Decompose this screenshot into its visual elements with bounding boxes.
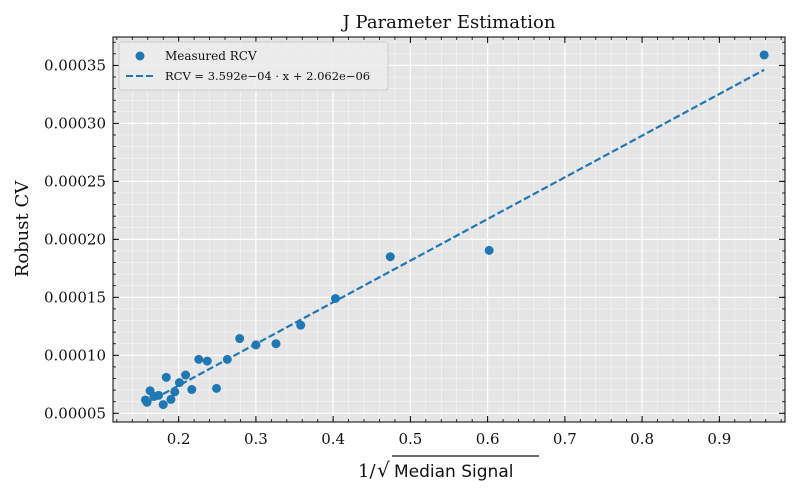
sqrt-symbol: √	[377, 458, 390, 482]
y-tick-label: 0.00030	[44, 114, 106, 132]
data-point	[222, 354, 232, 364]
data-point	[166, 394, 176, 404]
y-axis-label: Robust CV	[12, 180, 33, 277]
legend-label-points: Measured RCV	[165, 49, 257, 63]
data-point	[759, 50, 769, 60]
data-point	[170, 387, 180, 397]
data-point	[330, 293, 340, 303]
data-point	[251, 340, 261, 350]
x-axis-label-prefix: 1/	[358, 461, 376, 482]
plot-background	[113, 37, 785, 422]
data-point	[194, 354, 204, 364]
x-tick-label: 0.6	[476, 430, 500, 448]
data-point	[158, 400, 168, 410]
x-tick-label: 0.9	[707, 430, 731, 448]
points-layer	[140, 50, 769, 410]
chart-title: J Parameter Estimation	[341, 12, 556, 33]
y-tick-label: 0.00035	[44, 56, 106, 74]
legend-label-fit: RCV = 3.592e−04 · x + 2.062e−06	[165, 69, 370, 83]
data-point	[296, 320, 306, 330]
plot-area	[112, 36, 786, 423]
data-point	[385, 252, 395, 262]
data-point	[271, 339, 281, 349]
x-tick-label: 0.5	[398, 430, 422, 448]
x-axis-label-radicand: Median Signal	[394, 462, 513, 482]
legend-marker-points	[135, 51, 145, 61]
x-tick-labels: 0.2 0.3 0.4 0.5 0.6 0.7 0.8 0.9	[167, 430, 732, 448]
data-point	[154, 390, 164, 400]
x-tick-label: 0.8	[630, 430, 654, 448]
x-tick-label: 0.4	[321, 430, 345, 448]
data-point	[142, 397, 152, 407]
data-point	[212, 383, 222, 393]
plot-frame	[112, 36, 786, 423]
grid	[113, 37, 785, 422]
fit-line-layer	[144, 68, 765, 405]
data-point	[174, 378, 184, 388]
x-tick-label: 0.3	[244, 430, 268, 448]
data-point	[202, 356, 212, 366]
data-point	[187, 385, 197, 395]
y-tick-labels: 0.00005 0.00010 0.00015 0.00020 0.00025 0.000…	[44, 56, 106, 422]
data-point	[181, 370, 191, 380]
x-tick-label: 0.2	[167, 430, 191, 448]
x-tick-label: 0.7	[553, 430, 577, 448]
y-tick-label: 0.00015	[44, 288, 106, 306]
data-point	[484, 245, 494, 255]
tick-marks	[113, 37, 785, 422]
y-tick-label: 0.00020	[44, 230, 106, 248]
y-tick-label: 0.00005	[44, 404, 106, 422]
y-tick-label: 0.00025	[44, 172, 106, 190]
legend-box	[118, 41, 389, 91]
fit-line	[144, 68, 765, 405]
x-axis-label: 1/ √ Median Signal	[358, 455, 539, 482]
data-point	[235, 334, 245, 344]
y-tick-label: 0.00010	[44, 346, 106, 364]
data-point	[161, 372, 171, 382]
legend: Measured RCV RCV = 3.592e−04 · x + 2.062…	[118, 41, 389, 91]
